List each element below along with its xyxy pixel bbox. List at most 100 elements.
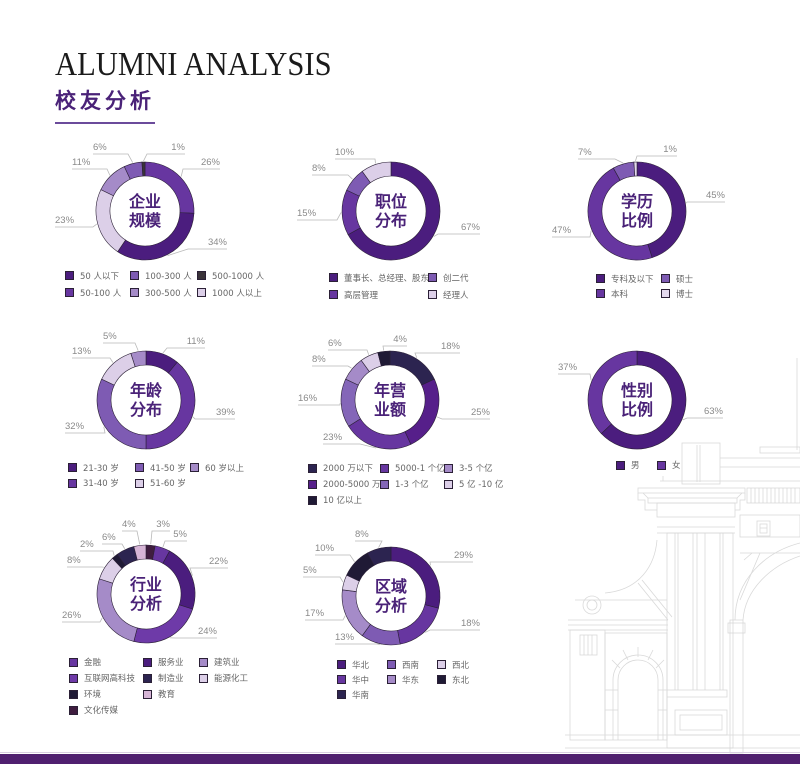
leader-line — [558, 373, 592, 381]
legend-item: 5000-1 个亿 — [380, 460, 445, 476]
chart-center-title-line2: 规模 — [129, 211, 162, 230]
chart-age-distribution: 11% 39% 32% 13% 5% 年龄 分布 — [65, 331, 236, 450]
legend-item: 文化传媒 — [69, 702, 143, 718]
legend-label: 建筑业 — [214, 658, 240, 668]
chart-center-title-line1: 学历 — [621, 192, 653, 211]
legend-label: 男 — [631, 461, 640, 471]
percent-label: 5% — [173, 529, 187, 540]
legend-label: 51-60 岁 — [150, 479, 186, 490]
legend-industry-analysis: 金融 服务业 建筑业 互联网高科技 制造业 能源化工 环境 教育 文化传媒 — [69, 654, 248, 718]
legend-label: 东北 — [452, 675, 470, 686]
percent-label: 8% — [67, 555, 81, 566]
percent-label: 23% — [55, 215, 75, 226]
chart-center-title-line2: 业额 — [374, 400, 406, 419]
legend-swatch — [199, 673, 208, 683]
leader-line — [93, 153, 134, 163]
legend-swatch — [596, 289, 605, 298]
percent-label: 63% — [704, 406, 724, 417]
legend-label: 500-1000 人 — [212, 271, 265, 282]
percent-label: 10% — [315, 543, 335, 554]
chart-center-title-line1: 行业 — [129, 575, 162, 594]
legend-label: 1-3 个亿 — [395, 480, 429, 490]
percent-label: 8% — [355, 529, 369, 540]
legend-swatch — [69, 705, 78, 715]
donut-segment — [366, 546, 392, 566]
legend-swatch — [444, 479, 453, 489]
legend-label: 硕士 — [676, 274, 694, 285]
legend-swatch — [337, 690, 346, 699]
legend-swatch — [437, 675, 446, 684]
legend-label: 本科 — [611, 289, 629, 300]
legend-swatch — [596, 274, 605, 283]
legend-swatch — [143, 657, 152, 667]
leader-line — [305, 615, 346, 621]
legend-item: 60 岁以上 — [190, 460, 244, 476]
legend-item: 创二代 — [428, 269, 469, 286]
legend-swatch — [69, 673, 78, 683]
legend-swatch — [143, 689, 152, 699]
legend-item: 50-100 人 — [65, 284, 130, 301]
percent-label: 29% — [454, 550, 474, 561]
percent-label: 5% — [103, 331, 117, 342]
legend-item: 硕士 — [661, 271, 693, 286]
legend-item: 专科及以下 — [596, 271, 661, 286]
legend-item: 服务业 — [143, 654, 199, 670]
leader-line — [429, 561, 473, 566]
legend-label: 博士 — [676, 289, 694, 300]
page-title-english: ALUMNI ANALYSIS — [55, 46, 332, 83]
legend-item: 互联网高科技 — [69, 670, 143, 686]
leader-line — [162, 540, 187, 548]
legend-item: 经理人 — [428, 286, 469, 303]
chart-center-title-line2: 分析 — [375, 596, 407, 615]
chart-center-title-line1: 职位 — [375, 192, 407, 211]
legend-age-distribution: 21-30 岁 41-50 岁 60 岁以上 31-40 岁 51-60 岁 — [68, 460, 244, 491]
percent-label: 18% — [441, 341, 461, 352]
legend-item: 男 — [616, 457, 657, 473]
legend-item: 本科 — [596, 286, 661, 301]
percent-label: 10% — [335, 147, 355, 158]
legend-item: 31-40 岁 — [68, 476, 135, 492]
legend-label: 100-300 人 — [145, 271, 192, 282]
donut-segment — [141, 161, 146, 177]
legend-item: 41-50 岁 — [135, 460, 190, 476]
legend-swatch — [428, 273, 437, 282]
legend-item: 华中 — [337, 672, 387, 687]
percent-label: 1% — [663, 144, 677, 155]
donut-segment — [389, 350, 435, 386]
donut-segment — [340, 378, 361, 427]
legend-item: 教育 — [143, 686, 199, 702]
legend-swatch — [130, 288, 139, 297]
legend-swatch — [337, 660, 346, 669]
legend-label: 300-500 人 — [145, 288, 192, 299]
donut-segment — [341, 589, 371, 637]
leader-line — [122, 530, 141, 545]
legend-swatch — [143, 673, 152, 683]
legend-item: 董事长、总经理、股东 — [329, 269, 429, 286]
percent-label: 8% — [312, 163, 326, 174]
legend-item: 女 — [657, 457, 681, 473]
legend-swatch — [661, 274, 670, 283]
chart-education-ratio: 45% 47% 7% 1% 学历 比例 — [552, 144, 726, 261]
leader-line — [315, 554, 355, 562]
percent-label: 67% — [461, 222, 481, 233]
legend-item: 100-300 人 — [130, 267, 197, 284]
donut-segment — [377, 350, 391, 367]
percent-label: 17% — [305, 608, 325, 619]
legend-label: 金融 — [84, 658, 102, 668]
donut-segment — [600, 350, 687, 450]
chart-annual-revenue: 18% 25% 23% 16% 8%6% 4% 年营 业额 — [298, 334, 491, 450]
legend-swatch — [68, 463, 77, 473]
leader-line — [65, 426, 106, 434]
legend-item: 500-1000 人 — [197, 267, 264, 284]
percent-label: 11% — [187, 336, 206, 347]
leader-line — [180, 168, 220, 177]
legend-label: 3-5 个亿 — [459, 464, 493, 474]
legend-label: 教育 — [158, 690, 176, 700]
leader-line — [72, 357, 114, 363]
leader-line — [143, 153, 185, 162]
percent-label: 15% — [297, 208, 317, 219]
donut-segment — [100, 166, 131, 197]
legend-item: 高层管理 — [329, 286, 428, 303]
leader-line — [102, 543, 126, 549]
